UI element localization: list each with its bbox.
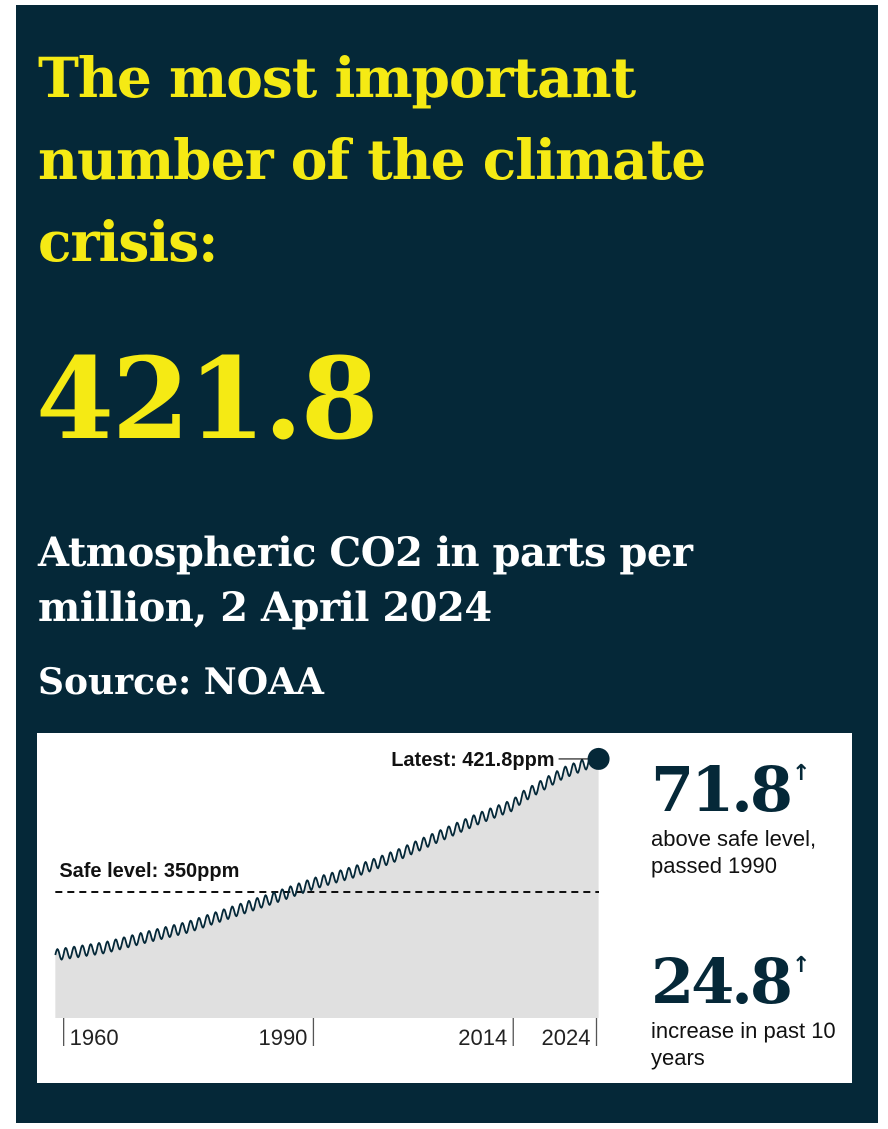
x-tick-label: 2024 [542,1025,591,1050]
x-tick-label: 2014 [458,1025,507,1050]
stat-above-safe: 71.8↑ above safe level, passed 1990 [651,757,851,879]
infographic-panel: The most important number of the climate… [16,5,878,1123]
up-arrow-icon: ↑ [792,953,811,978]
stat-increase-description: increase in past 10 years [651,1018,836,1070]
up-arrow-icon: ↑ [792,761,811,786]
series-area [55,753,599,1018]
co2-chart: Safe level: 350ppm Latest: 421.8ppm 1960 19… [54,747,610,1050]
stat-above-safe-description: above safe level, passed 1990 [651,826,817,878]
source-note: Source: NOAA [38,661,324,703]
chart-card: Safe level: 350ppm Latest: 421.8ppm 1960 19… [37,733,852,1083]
safe-level-label: Safe level: 350ppm [59,860,239,882]
headline: The most important number of the climate… [38,45,706,274]
latest-label: Latest: 421.8ppm [391,749,554,771]
stat-above-safe-value: 71.8 [651,753,793,826]
series-line [54,752,600,961]
x-tick-label: 1990 [258,1025,307,1050]
stat-increase: 24.8↑ increase in past 10 years [651,949,851,1071]
stat-increase-value: 24.8 [651,945,793,1018]
big-number: 421.8 [36,334,379,465]
latest-point [587,747,610,770]
x-tick-label: 1960 [70,1025,119,1050]
subtitle: Atmospheric CO2 in parts per million, 2 … [38,529,693,631]
